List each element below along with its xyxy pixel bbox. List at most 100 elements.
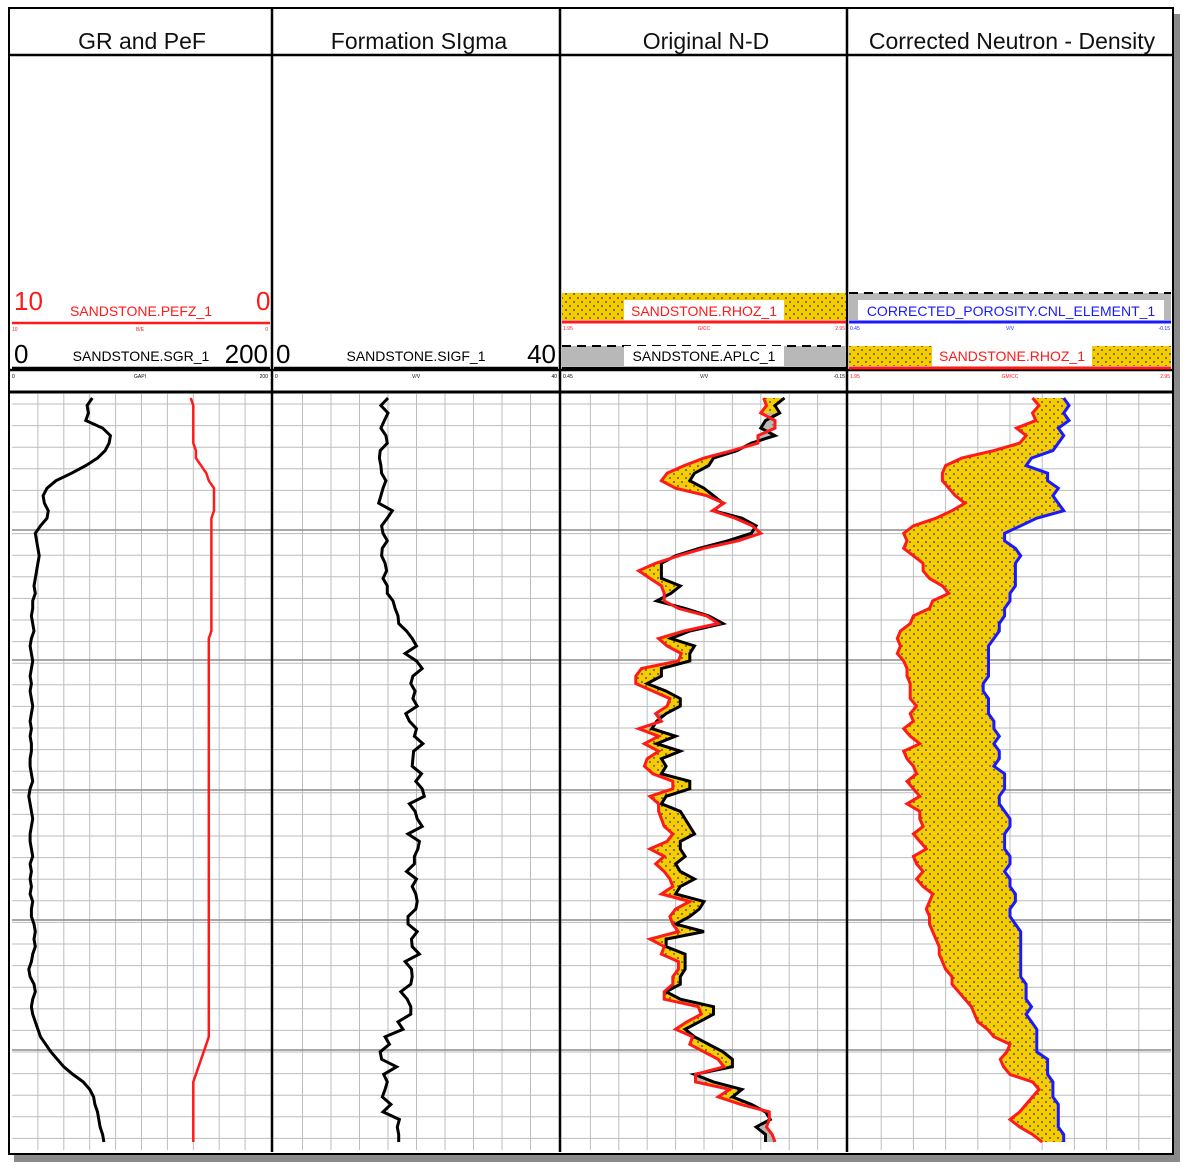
crossover-fill-yellow: [644, 758, 667, 767]
crossover-fill-yellow: [1006, 1044, 1037, 1052]
crossover-fill-yellow: [672, 781, 690, 789]
crossover-fill-yellow: [993, 443, 1059, 451]
log-curves: [27, 396, 1072, 1144]
crossover-fill-yellow: [903, 540, 1016, 549]
crossover-fill-yellow: [906, 668, 989, 677]
crossover-fill-yellow: [661, 818, 690, 827]
crossover-fill-yellow: [658, 811, 686, 819]
sigf-right-scale: 40: [527, 339, 556, 369]
crossover-fill-yellow: [763, 398, 785, 406]
crossover-fill-yellow: [948, 488, 1059, 496]
crossover-fill-yellow: [903, 661, 989, 669]
track-title-gr-pef: GR and PeF: [78, 27, 206, 54]
crossover-fill-yellow: [664, 871, 695, 879]
crossover-fill-yellow: [952, 984, 1027, 992]
pefz-unit: B/E: [136, 327, 145, 333]
rhoz-original-right-small: 2.95: [835, 326, 845, 332]
crossover-fill-yellow: [919, 841, 1005, 849]
pefz-right-scale: 0: [256, 286, 270, 316]
crossover-fill-yellow: [689, 1044, 723, 1052]
track-title-corrected-nd: Corrected Neutron - Density: [868, 27, 1156, 54]
crossover-fill-yellow: [718, 1089, 742, 1097]
crossover-fill-yellow: [958, 991, 1027, 1000]
crossover-fill-yellow: [942, 961, 1021, 970]
crossover-fill-yellow: [667, 646, 695, 654]
pefz-right-small: 0: [265, 327, 268, 333]
track-title-formation-sigma: Formation SIgma: [330, 27, 508, 54]
header-sgr: 0 200 SANDSTONE.SGR_1 0 GAPI 200: [12, 339, 270, 380]
sgr-left-scale: 0: [14, 339, 28, 369]
crossover-fill-yellow: [987, 1029, 1037, 1037]
rhoz-original-curve-name: SANDSTONE.RHOZ_1: [631, 303, 777, 319]
crossover-fill-yellow: [926, 909, 1010, 917]
crossover-fill-yellow: [1000, 1051, 1048, 1060]
sgr-right-scale: 200: [225, 339, 268, 369]
curve-rhoz-original: [634, 397, 777, 1143]
crossover-fill-yellow: [1032, 398, 1070, 406]
crossover-fill-yellow: [1019, 435, 1064, 444]
crossover-fill-yellow: [897, 646, 989, 654]
crossover-fill-yellow: [906, 676, 989, 684]
sgr-curve-name: SANDSTONE.SGR_1: [73, 348, 210, 364]
crossover-fill-yellow: [704, 1051, 733, 1060]
crossover-fill-yellow: [718, 1059, 733, 1067]
sigf-left-small: 0: [275, 374, 278, 380]
crossover-fill-yellow: [1032, 405, 1070, 414]
sigf-unit: V/V: [412, 374, 421, 380]
crossover-fill-yellow: [903, 751, 1000, 759]
crossover-fill-yellow: [667, 465, 709, 474]
curve-pefz: [189, 397, 216, 1142]
crossover-fill-yellow: [942, 480, 1059, 489]
rhoz-corrected-right-small: 2.95: [1160, 374, 1170, 380]
crossover-fill-yellow: [1010, 1111, 1059, 1120]
crossover-fill-yellow: [1003, 1066, 1048, 1075]
crossover-fill-yellow: [929, 924, 1021, 932]
crossover-fill-yellow: [644, 766, 667, 774]
curve-cnl-corrected: [981, 397, 1072, 1142]
header-cnl: CORRECTED_POROSITY.CNL_ELEMENT_1 0.45 V/…: [849, 292, 1171, 332]
track-title-original-nd: Original N-D: [642, 27, 770, 54]
aplc-right-small: -0.15: [834, 374, 846, 380]
crossover-fill-yellow: [903, 743, 1000, 752]
crossover-fill-yellow: [945, 969, 1021, 977]
rhoz-corrected-left-small: 1.95: [850, 374, 860, 380]
crossover-fill-yellow: [906, 781, 1005, 789]
crossover-fill-yellow: [903, 525, 1021, 534]
crossover-fill-yellow: [913, 826, 1010, 834]
crossover-fill-yellow: [1016, 420, 1070, 429]
sgr-unit: GAPI: [134, 374, 146, 380]
crossover-fill-yellow: [910, 736, 1000, 744]
crossover-fill-yellow: [1000, 1059, 1048, 1067]
crossover-fill-yellow: [932, 931, 1021, 940]
crossover-fill-yellow: [961, 450, 1053, 459]
crossover-fill-yellow: [910, 706, 989, 714]
crossover-fill-yellow: [1010, 1074, 1053, 1082]
crossover-fill-yellow: [913, 555, 1021, 564]
crossover-fill-yellow: [942, 585, 1016, 594]
crossover-fill-yellow: [910, 713, 994, 722]
crossover-fill-yellow: [913, 848, 1010, 857]
cnl-left-small: 0.45: [850, 326, 860, 332]
crossover-fill-yellow: [906, 773, 1005, 782]
sigf-right-small: 40: [551, 374, 557, 380]
pefz-left-scale: 10: [14, 286, 43, 316]
crossover-fill-yellow: [929, 894, 1016, 902]
crossover-fill-yellow: [977, 1021, 1037, 1030]
pefz-curve-name: SANDSTONE.PEFZ_1: [70, 303, 212, 319]
sigf-left-scale: 0: [276, 339, 290, 369]
crossover-fill-yellow: [913, 608, 1005, 616]
crossover-fill-yellow: [932, 593, 1010, 601]
header-aplc: SANDSTONE.APLC_1 0.45 V/V -0.15: [562, 345, 846, 380]
sigf-curve-name: SANDSTONE.SIGF_1: [346, 348, 485, 364]
crossover-fill-yellow: [913, 766, 1005, 774]
crossover-fill-yellow: [910, 698, 989, 707]
crossover-fill-yellow: [661, 473, 695, 481]
crossover-fill-yellow: [897, 653, 989, 662]
crossover-fill-yellow: [1032, 413, 1070, 421]
crossover-fill-yellow: [638, 570, 662, 579]
crossover-fill-yellow: [675, 901, 704, 910]
crossover-fill-yellow: [923, 886, 1016, 894]
crossover-fill-yellow: [919, 811, 1010, 819]
cnl-right-small: -0.15: [1159, 326, 1171, 332]
crossover-fill-yellow: [1019, 1104, 1059, 1112]
